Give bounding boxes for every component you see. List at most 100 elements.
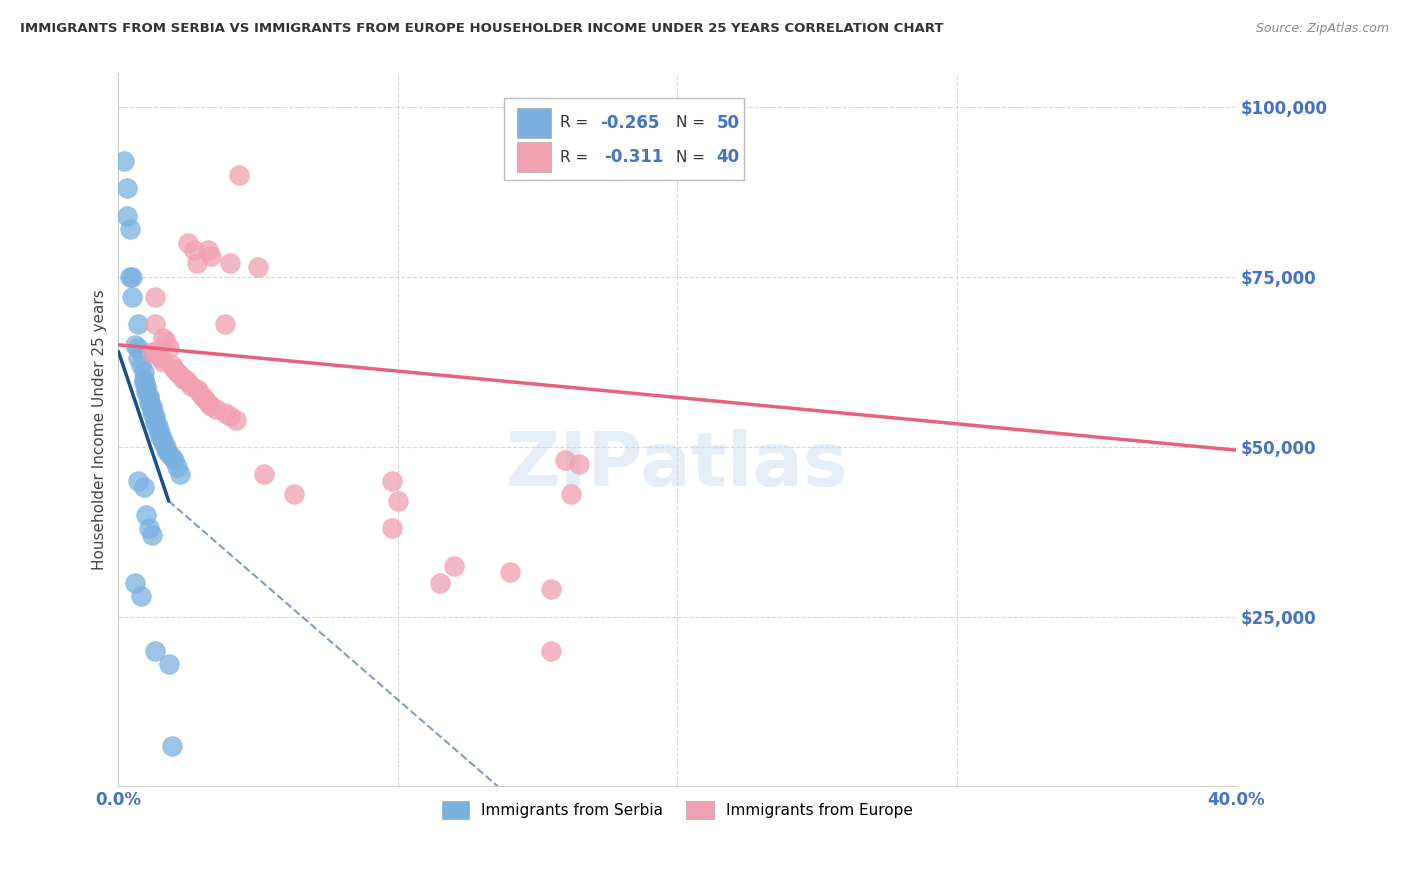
Point — [129, 589, 152, 603]
Point — [568, 457, 591, 471]
Point — [152, 436, 174, 450]
Point — [135, 382, 157, 396]
Point — [186, 256, 208, 270]
Point — [183, 243, 205, 257]
Point — [143, 318, 166, 332]
Point — [118, 222, 141, 236]
Point — [247, 260, 270, 274]
Point — [138, 392, 160, 406]
Point — [135, 378, 157, 392]
Point — [191, 389, 214, 403]
Point — [138, 521, 160, 535]
Point — [143, 409, 166, 424]
Point — [141, 528, 163, 542]
Point — [124, 338, 146, 352]
Point — [146, 419, 169, 434]
Point — [127, 318, 149, 332]
Y-axis label: Householder Income Under 25 years: Householder Income Under 25 years — [93, 289, 107, 570]
Point — [152, 433, 174, 447]
Point — [283, 487, 305, 501]
Point — [174, 372, 197, 386]
Point — [141, 344, 163, 359]
FancyBboxPatch shape — [503, 98, 744, 180]
Point — [118, 269, 141, 284]
Point — [138, 395, 160, 409]
Point — [540, 643, 562, 657]
Bar — [517, 142, 551, 172]
Point — [194, 392, 217, 406]
Point — [141, 402, 163, 417]
Point — [149, 351, 172, 366]
Point — [160, 450, 183, 464]
Point — [127, 351, 149, 366]
Point — [166, 460, 188, 475]
Point — [135, 508, 157, 522]
Point — [540, 582, 562, 597]
Point — [127, 341, 149, 355]
Point — [121, 269, 143, 284]
Point — [498, 566, 520, 580]
Point — [177, 375, 200, 389]
Text: 50: 50 — [716, 113, 740, 131]
Point — [225, 412, 247, 426]
Point — [186, 382, 208, 396]
Point — [381, 521, 404, 535]
Point — [381, 474, 404, 488]
Point — [157, 341, 180, 355]
Point — [200, 249, 222, 263]
Point — [197, 243, 219, 257]
Point — [554, 453, 576, 467]
Point — [169, 467, 191, 481]
Point — [146, 348, 169, 362]
Point — [138, 389, 160, 403]
Point — [560, 487, 582, 501]
Text: -0.311: -0.311 — [605, 148, 664, 166]
Bar — [517, 108, 551, 137]
Point — [127, 474, 149, 488]
Point — [155, 334, 177, 349]
Text: R =: R = — [560, 150, 598, 164]
Point — [141, 399, 163, 413]
Point — [197, 395, 219, 409]
Point — [152, 331, 174, 345]
Point — [149, 429, 172, 443]
Point — [387, 494, 409, 508]
Point — [143, 344, 166, 359]
Point — [124, 575, 146, 590]
Point — [143, 416, 166, 430]
Point — [112, 154, 135, 169]
Point — [157, 657, 180, 672]
Text: -0.265: -0.265 — [600, 113, 659, 131]
Point — [429, 575, 451, 590]
Text: Source: ZipAtlas.com: Source: ZipAtlas.com — [1256, 22, 1389, 36]
Point — [163, 453, 186, 467]
Point — [160, 358, 183, 372]
Text: N =: N = — [676, 150, 710, 164]
Point — [219, 256, 242, 270]
Text: 40: 40 — [716, 148, 740, 166]
Point — [214, 318, 236, 332]
Point — [443, 558, 465, 573]
Point — [143, 643, 166, 657]
Point — [205, 402, 228, 417]
Legend: Immigrants from Serbia, Immigrants from Europe: Immigrants from Serbia, Immigrants from … — [436, 796, 920, 825]
Point — [132, 372, 155, 386]
Point — [214, 406, 236, 420]
Point — [188, 385, 211, 400]
Point — [132, 365, 155, 379]
Point — [219, 409, 242, 424]
Point — [166, 365, 188, 379]
Point — [157, 446, 180, 460]
Point — [129, 358, 152, 372]
Point — [141, 406, 163, 420]
Point — [155, 443, 177, 458]
Point — [149, 426, 172, 441]
Point — [143, 412, 166, 426]
Point — [132, 481, 155, 495]
Point — [135, 385, 157, 400]
Point — [200, 399, 222, 413]
Point — [146, 423, 169, 437]
Point — [160, 739, 183, 753]
Point — [143, 290, 166, 304]
Text: IMMIGRANTS FROM SERBIA VS IMMIGRANTS FROM EUROPE HOUSEHOLDER INCOME UNDER 25 YEA: IMMIGRANTS FROM SERBIA VS IMMIGRANTS FRO… — [20, 22, 943, 36]
